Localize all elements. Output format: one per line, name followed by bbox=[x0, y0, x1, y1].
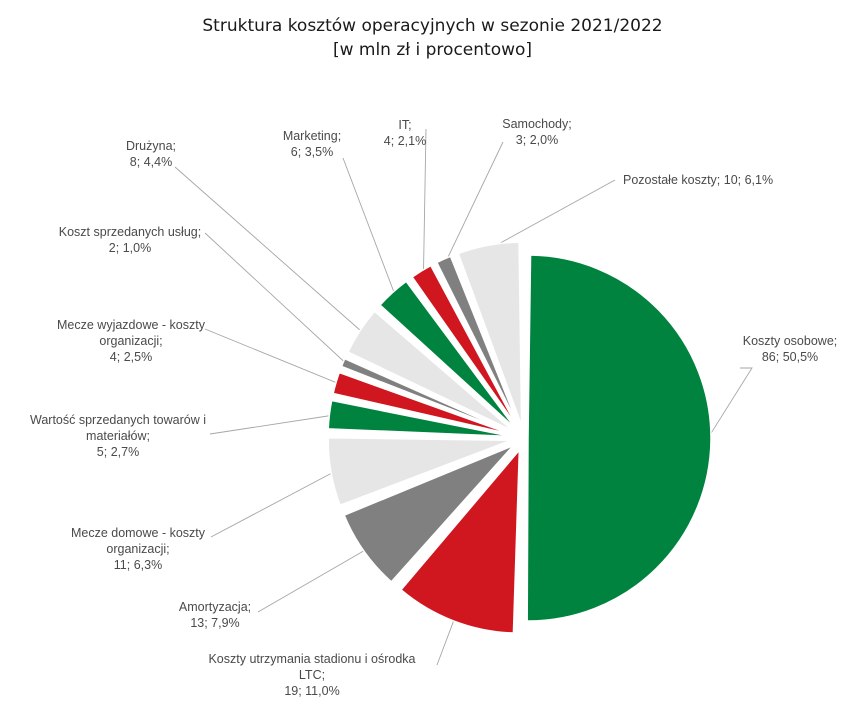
slice-label-line: 6; 3,5% bbox=[291, 145, 333, 159]
slice-label-line: organizacji; bbox=[99, 334, 162, 348]
slice-label-6: Mecze wyjazdowe - koszty organizacji; 4; 2… bbox=[57, 318, 206, 364]
leader-line-1 bbox=[706, 367, 753, 440]
slice-label-line: 4; 2,5% bbox=[110, 350, 152, 364]
slice-label-line: 4; 2,1% bbox=[384, 134, 426, 148]
slice-label-line: Drużyna; bbox=[126, 139, 176, 153]
slice-label-line: Koszty osobowe; bbox=[743, 334, 838, 348]
leader-line-6 bbox=[204, 328, 340, 385]
chart-title: Struktura kosztów operacyjnych w sezonie… bbox=[202, 16, 663, 36]
leader-line-9 bbox=[342, 157, 396, 296]
slice-label-line: Mecze wyjazdowe - koszty bbox=[57, 318, 206, 332]
slice-label-line: Pozostałe koszty; 10; 6,1% bbox=[623, 173, 773, 187]
slice-label-7: Koszt sprzedanych usług; 2; 1,0% bbox=[59, 225, 201, 255]
leader-line-5 bbox=[209, 414, 334, 435]
slice-label-line: 19; 11,0% bbox=[284, 684, 339, 698]
slice-label-5: Wartość sprzedanych towarów i materiałów;… bbox=[30, 413, 206, 459]
slice-label-line: materiałów; bbox=[86, 429, 150, 443]
slice-label-1: Koszty osobowe; 86; 50,5% bbox=[743, 334, 838, 364]
chart-title-block: Struktura kosztów operacyjnych w sezonie… bbox=[0, 14, 865, 62]
slice-label-line: Mecze domowe - koszty bbox=[71, 526, 206, 540]
pie-slice-1 bbox=[526, 254, 712, 622]
leader-line-10 bbox=[423, 128, 427, 275]
pie-slice-12 bbox=[457, 241, 523, 426]
slice-label-line: 86; 50,5% bbox=[762, 350, 818, 364]
slice-label-line: 3; 2,0% bbox=[516, 133, 558, 147]
pie-slice-6 bbox=[332, 371, 512, 436]
slice-label-8: Drużyna; 8; 4,4% bbox=[126, 139, 176, 169]
leader-lines bbox=[174, 128, 753, 666]
slice-labels: Koszty osobowe; 86; 50,5% Koszty utrzymani… bbox=[30, 117, 837, 698]
slice-label-line: Koszty utrzymania stadionu i ośrodka bbox=[208, 652, 415, 666]
slice-label-line: 5; 2,7% bbox=[97, 445, 139, 459]
pie-slice-10 bbox=[411, 264, 518, 428]
slice-label-line: Amortyzacja; bbox=[179, 600, 251, 614]
leader-line-8 bbox=[174, 166, 364, 334]
leader-line-4 bbox=[210, 470, 336, 538]
slice-label-line: LTC; bbox=[299, 668, 325, 682]
leader-line-3 bbox=[257, 548, 368, 613]
pie-slice-8 bbox=[346, 310, 514, 432]
pie-slice-5 bbox=[327, 399, 512, 438]
leader-line-12 bbox=[488, 179, 616, 250]
slice-label-line: 2; 1,0% bbox=[109, 241, 151, 255]
pie-slice-11 bbox=[435, 255, 520, 427]
slice-label-11: Samochody; 3; 2,0% bbox=[502, 117, 571, 147]
slice-label-line: 8; 4,4% bbox=[130, 155, 172, 169]
slice-label-line: organizacji; bbox=[106, 542, 169, 556]
leader-line-7 bbox=[204, 232, 348, 365]
slice-label-line: Wartość sprzedanych towarów i bbox=[30, 413, 206, 427]
slice-label-12: Pozostałe koszty; 10; 6,1% bbox=[623, 173, 773, 187]
leader-line-11 bbox=[444, 141, 504, 264]
slice-label-line: Marketing; bbox=[283, 129, 341, 143]
slice-label-9: Marketing; 6; 3,5% bbox=[283, 129, 341, 159]
slice-label-4: Mecze domowe - koszty organizacji; 11; 6,3… bbox=[71, 526, 206, 572]
chart-subtitle: [w mln zł i procentowo] bbox=[332, 40, 533, 60]
pie-slice-7 bbox=[340, 357, 513, 434]
pie-slice-3 bbox=[343, 444, 514, 583]
pie-slice-2 bbox=[400, 448, 521, 634]
leader-line-2 bbox=[436, 617, 456, 666]
slice-label-line: Koszt sprzedanych usług; bbox=[59, 225, 201, 239]
slice-label-3: Amortyzacja; 13; 7,9% bbox=[179, 600, 251, 630]
slice-label-10: IT; 4; 2,1% bbox=[384, 118, 426, 148]
slice-label-line: Samochody; bbox=[502, 117, 571, 131]
pie-slice-9 bbox=[379, 280, 516, 429]
pie-slice-4 bbox=[327, 437, 512, 507]
slice-label-line: 11; 6,3% bbox=[114, 558, 162, 572]
slice-label-2: Koszty utrzymania stadionu i ośrodka LTC;… bbox=[208, 652, 415, 698]
slice-label-line: IT; bbox=[398, 118, 411, 132]
pie-slices bbox=[327, 241, 712, 634]
slice-label-line: 13; 7,9% bbox=[190, 616, 239, 630]
